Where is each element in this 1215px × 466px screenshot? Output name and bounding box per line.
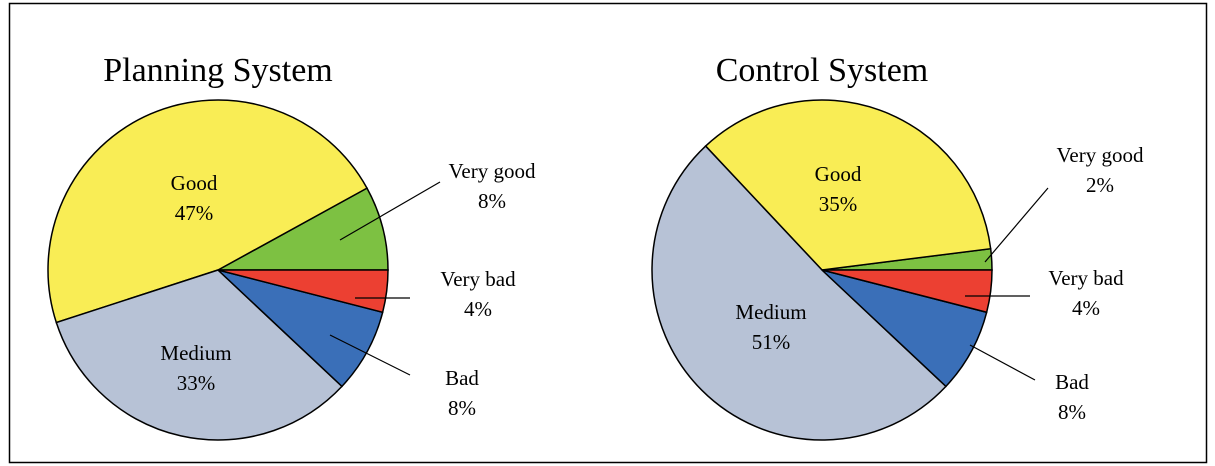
slice-value: 47%: [175, 201, 214, 225]
slice-value: 8%: [478, 189, 506, 213]
slice-label: Very good: [449, 159, 536, 183]
chart-title: Planning System: [103, 52, 333, 89]
leader-line: [984, 187, 1049, 263]
leader-line: [329, 334, 411, 376]
leader-line: [339, 181, 441, 241]
slice-label: Bad: [1055, 370, 1089, 394]
pie-slice: [704, 99, 992, 271]
slice-label: Very good: [1057, 143, 1144, 167]
slice-value: 51%: [752, 330, 791, 354]
slice-label: Medium: [735, 300, 806, 324]
slice-label: Bad: [445, 366, 479, 390]
slice-label: Good: [815, 162, 862, 186]
slice-value: 2%: [1086, 173, 1114, 197]
slice-label: Good: [171, 171, 218, 195]
slice-label: Very bad: [1048, 266, 1124, 290]
pie-slice: [217, 269, 389, 314]
slice-value: 35%: [819, 192, 858, 216]
frame: [8, 2, 1208, 464]
slice-value: 8%: [448, 396, 476, 420]
slice-label: Very bad: [440, 267, 516, 291]
slice-value: 4%: [1072, 296, 1100, 320]
slice-value: 8%: [1058, 400, 1086, 424]
leader-line: [969, 344, 1036, 381]
slice-value: 33%: [177, 371, 216, 395]
chart-title: Control System: [716, 52, 929, 89]
pie-slice: [651, 145, 947, 441]
slice-value: 4%: [464, 297, 492, 321]
pie-slice: [821, 269, 993, 314]
pie-slice: [47, 99, 368, 324]
slice-label: Medium: [160, 341, 231, 365]
pie-slice: [55, 269, 343, 441]
